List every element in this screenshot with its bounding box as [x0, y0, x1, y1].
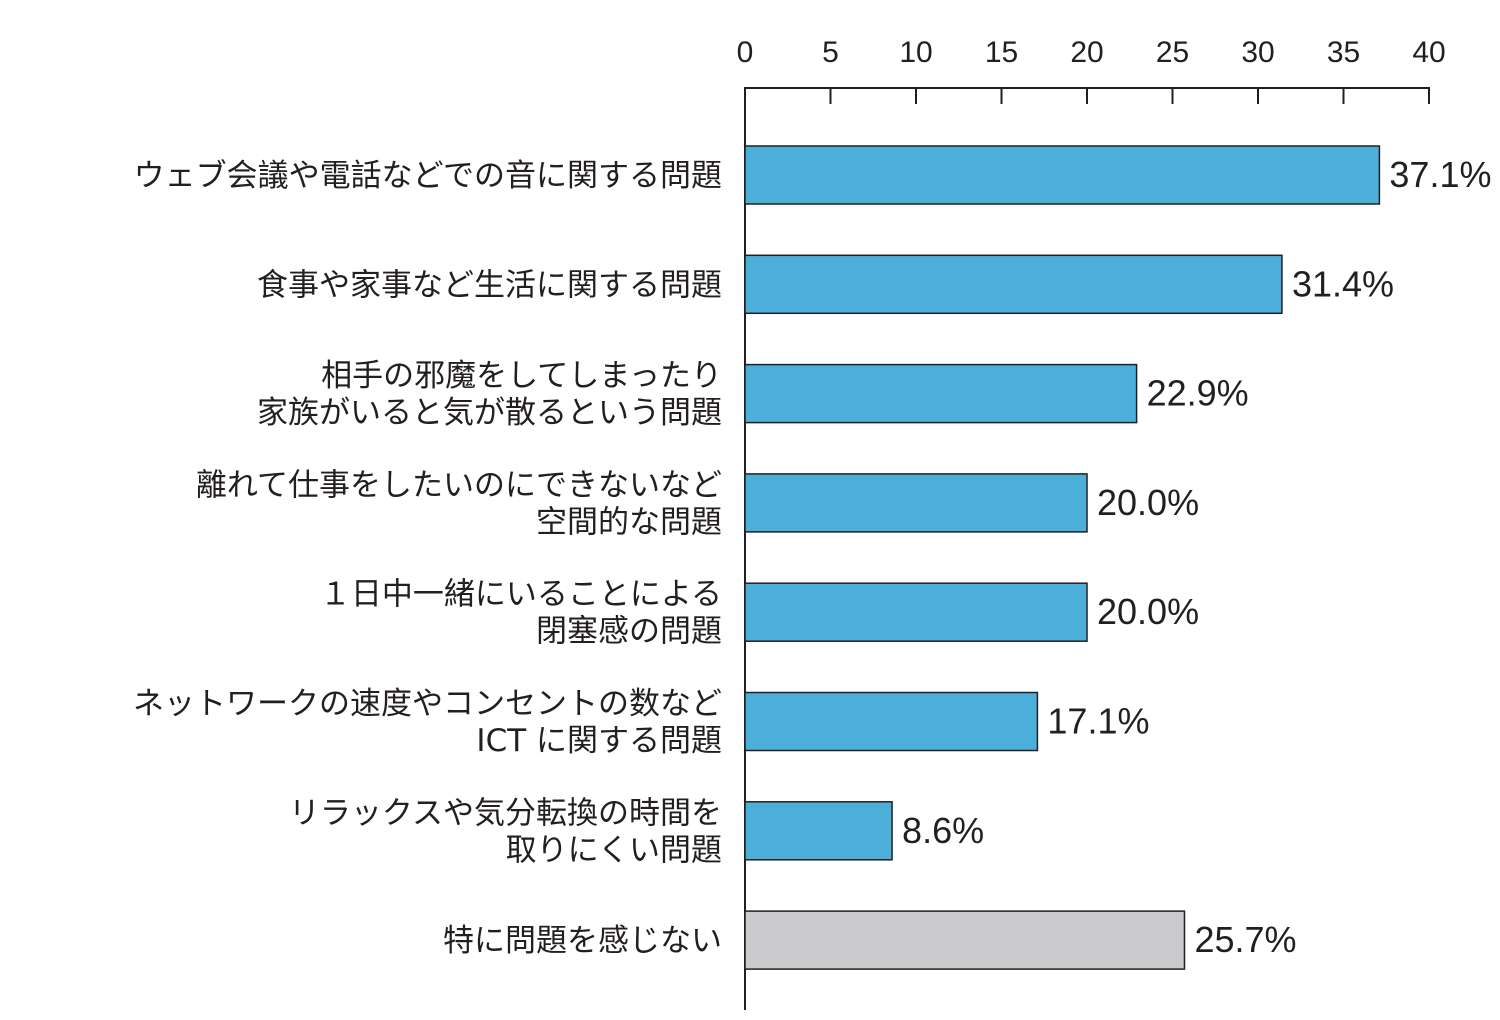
category-label: 閉塞感の問題 [536, 614, 722, 650]
bar [744, 254, 1283, 315]
value-label: 25.7% [1194, 919, 1296, 960]
bar [744, 582, 1088, 642]
category-label: 食事や家事など生活に関する問題 [257, 267, 722, 303]
category-label: リラックスや気分転換の時間を [289, 795, 722, 831]
category-label: ネットワークの速度やコンセントの数など [133, 686, 722, 722]
value-label: 31.4% [1292, 263, 1394, 304]
value-label: 37.1% [1389, 154, 1491, 195]
bar [744, 145, 1381, 205]
x-tick-label: 5 [822, 36, 839, 69]
category-label: 空間的な問題 [536, 504, 722, 540]
x-tick-label: 40 [1412, 36, 1445, 69]
category-label: ICT に関する問題 [476, 723, 722, 759]
category-label: 離れて仕事をしたいのにできないなど [196, 467, 722, 503]
x-tick-label: 0 [737, 36, 754, 69]
x-tick-label: 30 [1241, 36, 1274, 69]
value-label: 17.1% [1047, 701, 1149, 742]
category-label: 特に問題を感じない [443, 923, 722, 959]
category-label: ウェブ会議や電話などでの音に関する問題 [134, 158, 722, 194]
bar [744, 363, 1138, 424]
bar [744, 691, 1039, 752]
bar [744, 910, 1186, 970]
category-label: 家族がいると気が散るという問題 [257, 395, 722, 431]
bar [744, 801, 893, 861]
x-tick-label: 25 [1156, 36, 1189, 69]
value-label: 20.0% [1097, 482, 1199, 523]
x-tick-label: 10 [899, 36, 932, 69]
bar [744, 473, 1088, 533]
value-label: 20.0% [1097, 591, 1199, 632]
x-tick-label: 15 [985, 36, 1018, 69]
category-label: 相手の邪魔をしてしまったり [321, 358, 722, 394]
category-label: １日中一緒にいることによる [320, 577, 722, 613]
value-label: 22.9% [1147, 373, 1249, 414]
x-tick-label: 20 [1070, 36, 1103, 69]
value-label: 8.6% [902, 810, 984, 851]
x-tick-label: 35 [1327, 36, 1360, 69]
category-label: 取りにくい問題 [506, 832, 722, 868]
